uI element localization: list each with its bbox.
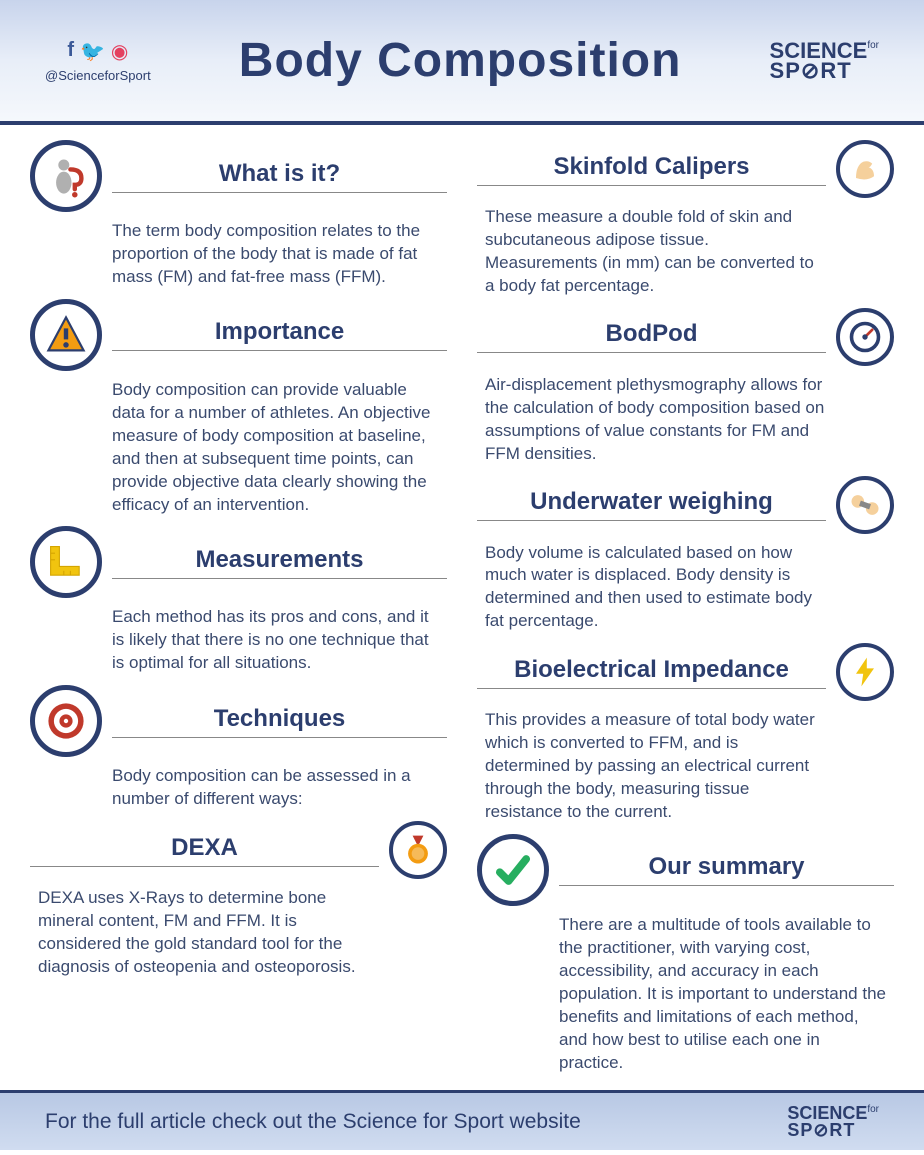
section-body: Air-displacement plethysmography allows …	[477, 374, 894, 466]
section-title: Techniques	[112, 705, 447, 738]
section-header: Techniques	[30, 685, 447, 757]
warning-icon	[30, 299, 102, 371]
right-column: Skinfold Calipers These measure a double …	[477, 140, 894, 1080]
footer: For the full article check out the Scien…	[0, 1090, 924, 1150]
section-measurements: Measurements Each method has its pros and…	[30, 526, 447, 675]
section-header: Skinfold Calipers	[477, 140, 894, 198]
section-our-summary: Our summary There are a multitude of tool…	[477, 834, 894, 1075]
section-bioelectrical-impedance: Bioelectrical Impedance This provides a m…	[477, 643, 894, 824]
instagram-icon[interactable]: ◉	[111, 39, 128, 64]
section-body: Body composition can be assessed in a nu…	[30, 765, 447, 811]
title-wrap: What is it?	[112, 160, 447, 193]
footer-logo: SCIENCEfor SP⊘RT	[787, 1105, 879, 1137]
section-header: Our summary	[477, 834, 894, 906]
section-body: There are a multitude of tools available…	[477, 914, 894, 1075]
section-title: Our summary	[559, 853, 894, 886]
section-header: Underwater weighing	[477, 476, 894, 534]
title-wrap: BodPod	[477, 320, 826, 353]
title-wrap: Our summary	[559, 853, 894, 886]
dumbbell-icon	[836, 476, 894, 534]
page-title: Body Composition	[239, 33, 682, 88]
title-wrap: Bioelectrical Impedance	[477, 656, 826, 689]
section-title: BodPod	[477, 320, 826, 353]
footer-text: For the full article check out the Scien…	[45, 1110, 581, 1134]
logo: SCIENCEfor SP⊘RT	[770, 41, 879, 81]
footer-logo-for: for	[867, 1104, 879, 1115]
section-dexa: DEXA DEXA uses X-Rays to determine bone m…	[30, 821, 447, 979]
target-icon	[30, 685, 102, 757]
twitter-icon[interactable]: 🐦	[80, 39, 105, 64]
title-wrap: DEXA	[30, 834, 379, 867]
section-header: What is it?	[30, 140, 447, 212]
section-what-is-it-: What is it? The term body composition rel…	[30, 140, 447, 289]
section-body: DEXA uses X-Rays to determine bone miner…	[30, 887, 447, 979]
header: f 🐦 ◉ @ScienceforSport Body Composition …	[0, 0, 924, 125]
logo-bottom: SP⊘RT	[770, 58, 852, 83]
left-column: What is it? The term body composition rel…	[30, 140, 447, 1080]
muscle-icon	[836, 140, 894, 198]
section-title: Measurements	[112, 546, 447, 579]
section-header: Bioelectrical Impedance	[477, 643, 894, 701]
section-importance: Importance Body composition can provide v…	[30, 299, 447, 517]
section-header: BodPod	[477, 308, 894, 366]
section-body: Each method has its pros and cons, and i…	[30, 606, 447, 675]
section-body: Body volume is calculated based on how m…	[477, 542, 894, 634]
section-skinfold-calipers: Skinfold Calipers These measure a double …	[477, 140, 894, 298]
gauge-icon	[836, 308, 894, 366]
section-title: Underwater weighing	[477, 488, 826, 521]
question-figure-icon	[30, 140, 102, 212]
title-wrap: Measurements	[112, 546, 447, 579]
section-bodpod: BodPod Air-displacement plethysmography a…	[477, 308, 894, 466]
content: What is it? The term body composition rel…	[0, 125, 924, 1090]
section-techniques: Techniques Body composition can be assess…	[30, 685, 447, 811]
facebook-icon[interactable]: f	[67, 39, 74, 64]
section-body: This provides a measure of total body wa…	[477, 709, 894, 824]
social-icons: f 🐦 ◉	[67, 39, 128, 64]
section-header: DEXA	[30, 821, 447, 879]
title-wrap: Importance	[112, 318, 447, 351]
ruler-icon	[30, 526, 102, 598]
section-title: What is it?	[112, 160, 447, 193]
section-title: Skinfold Calipers	[477, 153, 826, 186]
section-header: Importance	[30, 299, 447, 371]
check-icon	[477, 834, 549, 906]
section-body: These measure a double fold of skin and …	[477, 206, 894, 298]
title-wrap: Techniques	[112, 705, 447, 738]
section-title: Importance	[112, 318, 447, 351]
section-header: Measurements	[30, 526, 447, 598]
section-body: The term body composition relates to the…	[30, 220, 447, 289]
title-wrap: Skinfold Calipers	[477, 153, 826, 186]
section-body: Body composition can provide valuable da…	[30, 379, 447, 517]
logo-for: for	[867, 40, 879, 51]
section-title: Bioelectrical Impedance	[477, 656, 826, 689]
title-wrap: Underwater weighing	[477, 488, 826, 521]
section-underwater-weighing: Underwater weighing Body volume is calcul…	[477, 476, 894, 634]
medal-icon	[389, 821, 447, 879]
section-title: DEXA	[30, 834, 379, 867]
footer-logo-bottom: SP⊘RT	[787, 1120, 855, 1140]
social-block: f 🐦 ◉ @ScienceforSport	[45, 39, 151, 83]
bolt-icon	[836, 643, 894, 701]
social-handle: @ScienceforSport	[45, 68, 151, 83]
